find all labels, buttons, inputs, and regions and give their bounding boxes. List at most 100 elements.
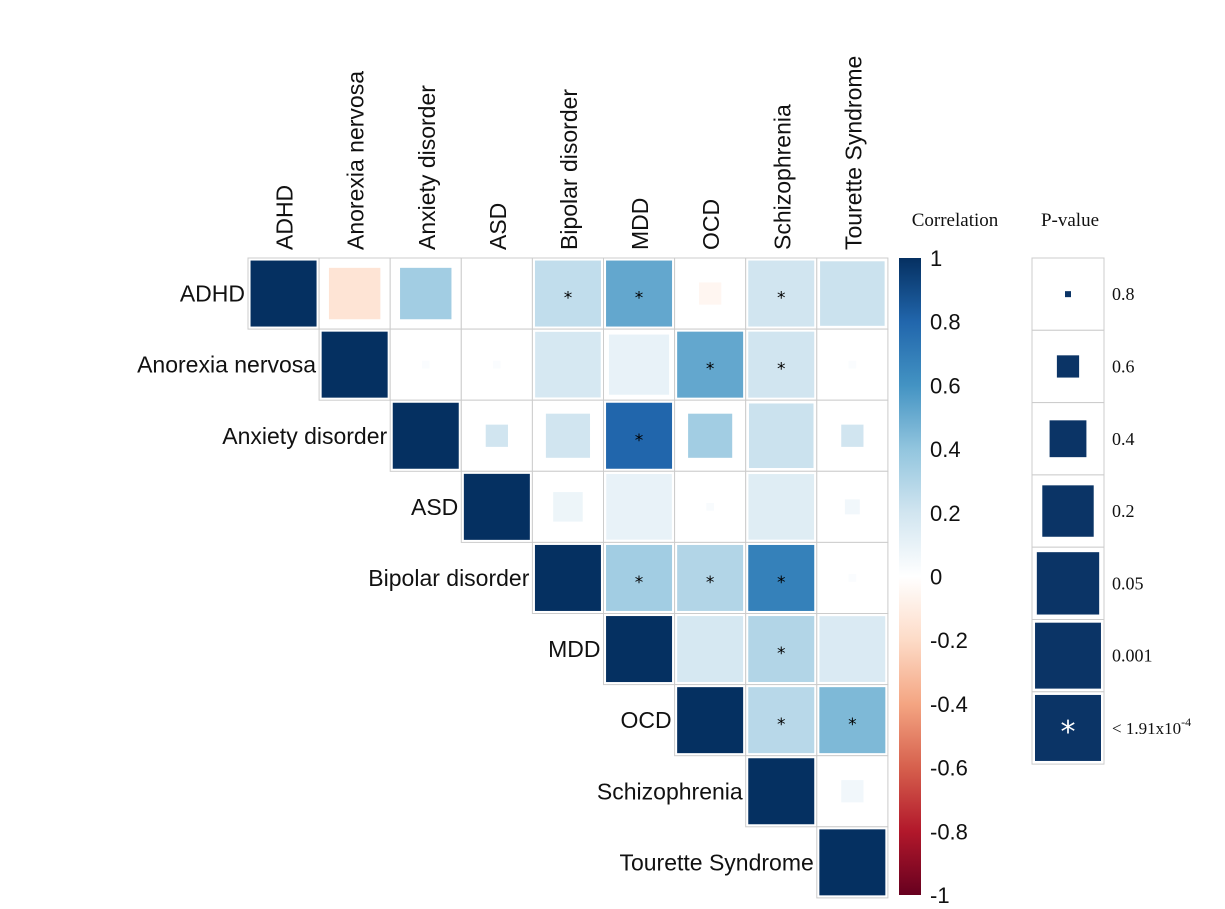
pvalue-legend-label: 0.6 xyxy=(1112,356,1135,376)
column-label-tourette-syndrome: Tourette Syndrome xyxy=(840,56,866,250)
cell-anxiety-disorder-mdd xyxy=(606,402,673,469)
cell-adhd-bipolar-disorder xyxy=(534,260,601,327)
cell-anxiety-disorder-tourette-syndrome xyxy=(841,424,864,447)
cell-adhd-tourette-syndrome xyxy=(820,261,885,326)
cell-tourette-syndrome-tourette-syndrome xyxy=(819,829,886,896)
pvalue-legend-title: P-value xyxy=(1041,210,1099,231)
cell-mdd-schizophrenia xyxy=(748,616,815,683)
row-label-bipolar-disorder: Bipolar disorder xyxy=(368,565,529,591)
colorbar-tick-label: 0.6 xyxy=(930,373,961,398)
colorbar-tick-label: 0.8 xyxy=(930,310,961,335)
cell-asd-tourette-syndrome xyxy=(844,499,860,515)
cell-bipolar-disorder-tourette-syndrome xyxy=(848,574,857,582)
cell-anxiety-disorder-asd xyxy=(485,424,508,447)
row-label-anorexia-nervosa: Anorexia nervosa xyxy=(137,352,316,378)
pvalue-legend-label: 0.4 xyxy=(1112,429,1135,449)
colorbar-tick-label: 1 xyxy=(930,246,942,271)
cell-anorexia-nervosa-asd xyxy=(493,360,501,369)
cell-asd-asd xyxy=(463,473,530,540)
pvalue-legend-marker xyxy=(1042,485,1094,537)
pvalue-legend-marker xyxy=(1049,420,1087,458)
row-label-schizophrenia: Schizophrenia xyxy=(597,778,743,804)
significance-star: * xyxy=(777,644,786,664)
significance-star: * xyxy=(564,289,573,309)
row-label-mdd: MDD xyxy=(548,636,600,662)
cell-asd-schizophrenia xyxy=(748,474,815,540)
row-label-anxiety-disorder: Anxiety disorder xyxy=(222,423,387,449)
pvalue-legend-label: 0.8 xyxy=(1112,284,1135,304)
colorbar-tick-label: -0.6 xyxy=(930,756,968,781)
significance-star: * xyxy=(777,360,786,380)
column-label-mdd: MDD xyxy=(627,198,653,250)
row-label-ocd: OCD xyxy=(620,707,671,733)
matrix-cells: * * * * * * * * * * * * xyxy=(250,260,886,896)
cell-asd-mdd xyxy=(606,474,672,540)
grid-cell xyxy=(460,257,533,330)
colorbar-tick-label: -0.2 xyxy=(930,628,968,653)
cell-mdd-mdd xyxy=(606,616,673,683)
pvalue-legend-marker xyxy=(1035,622,1101,689)
cell-adhd-adhd xyxy=(250,260,317,327)
colorbar-tick-label: -1 xyxy=(930,883,950,908)
colorbar-title: Correlation xyxy=(912,210,999,231)
row-label-tourette-syndrome: Tourette Syndrome xyxy=(619,849,813,875)
grid-cell xyxy=(674,399,747,472)
cell-anxiety-disorder-schizophrenia xyxy=(748,403,814,469)
cell-bipolar-disorder-schizophrenia xyxy=(748,544,815,611)
pvalue-legend-marker xyxy=(1035,694,1101,761)
significance-star: * xyxy=(635,431,644,451)
colorbar-gradient xyxy=(899,258,921,895)
significance-star: * xyxy=(777,715,786,735)
column-label-ocd: OCD xyxy=(698,199,724,250)
cell-adhd-ocd xyxy=(699,282,722,305)
column-labels: ADHD Anorexia nervosa Anxiety disorder ASD B… xyxy=(272,56,867,250)
cell-schizophrenia-tourette-syndrome xyxy=(841,780,864,803)
exponent: -4 xyxy=(1181,715,1191,729)
pvalue-legend-significance-label: < 1.91x10-4 xyxy=(1112,715,1191,738)
cell-adhd-mdd xyxy=(606,260,673,327)
significance-star: * xyxy=(777,289,786,309)
colorbar-tick-label: -0.4 xyxy=(930,692,968,717)
cell-adhd-schizophrenia xyxy=(748,260,815,327)
column-label-schizophrenia: Schizophrenia xyxy=(769,104,795,250)
cell-mdd-tourette-syndrome xyxy=(819,616,886,682)
colorbar-tick-label: -0.8 xyxy=(930,819,968,844)
cell-anorexia-nervosa-ocd xyxy=(677,331,744,398)
cell-bipolar-disorder-ocd xyxy=(677,544,744,611)
significance-star: * xyxy=(635,573,644,593)
cell-adhd-anxiety-disorder xyxy=(400,267,452,320)
significance-star: * xyxy=(777,573,786,593)
cell-anorexia-nervosa-tourette-syndrome xyxy=(848,360,857,369)
row-labels: ADHD Anorexia nervosa Anxiety disorder ASD B… xyxy=(137,281,814,876)
cell-ocd-schizophrenia xyxy=(748,687,815,754)
pvalue-legend-marker xyxy=(1056,355,1080,378)
pvalue-legend-label: 0.001 xyxy=(1112,646,1153,666)
colorbar-tick-label: 0.2 xyxy=(930,501,961,526)
cell-asd-ocd xyxy=(706,503,714,511)
column-label-asd: ASD xyxy=(485,203,511,250)
pvalue-legend: P-value 0.8 0.6 0.4 0.2 0.05 0.001 * < 1.91x10-… xyxy=(1031,210,1191,765)
cell-anorexia-nervosa-anxiety-disorder xyxy=(421,360,430,369)
significance-star: * xyxy=(635,289,644,309)
cell-ocd-ocd xyxy=(677,687,744,754)
colorbar-tick-label: 0 xyxy=(930,565,942,590)
cell-asd-bipolar-disorder xyxy=(553,492,583,522)
correlation-colorbar: Correlation 1 0.8 0.6 0.4 0.2 0 -0.2 -0.4 -0.6 -0… xyxy=(899,210,999,908)
cell-anxiety-disorder-ocd xyxy=(688,413,733,458)
cell-anxiety-disorder-anxiety-disorder xyxy=(392,402,459,469)
column-label-adhd: ADHD xyxy=(272,185,298,250)
column-label-bipolar-disorder: Bipolar disorder xyxy=(556,89,582,250)
column-label-anxiety-disorder: Anxiety disorder xyxy=(414,85,440,250)
cell-bipolar-disorder-bipolar-disorder xyxy=(534,544,601,611)
cell-anorexia-nervosa-mdd xyxy=(608,334,670,395)
cell-anorexia-nervosa-anorexia-nervosa xyxy=(321,331,388,398)
cell-schizophrenia-schizophrenia xyxy=(748,758,815,825)
cell-anorexia-nervosa-bipolar-disorder xyxy=(535,331,601,398)
pvalue-legend-label: 0.05 xyxy=(1112,573,1144,593)
pvalue-legend-star: * xyxy=(1061,715,1076,750)
significance-star: * xyxy=(848,715,857,735)
cell-anxiety-disorder-bipolar-disorder xyxy=(545,413,591,458)
cell-anorexia-nervosa-schizophrenia xyxy=(748,331,815,398)
row-label-adhd: ADHD xyxy=(180,281,245,307)
